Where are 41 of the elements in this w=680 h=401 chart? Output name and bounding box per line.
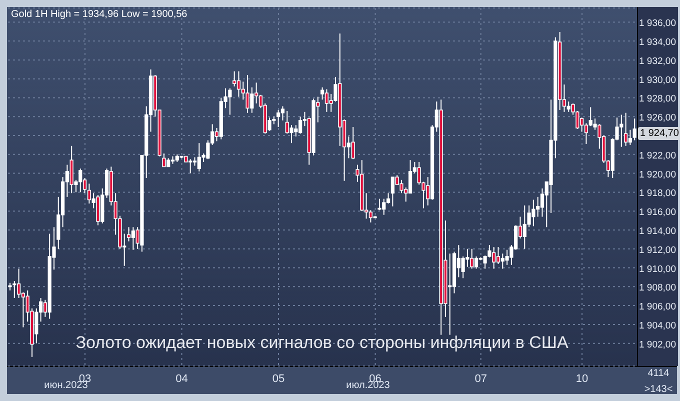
y-tick-label: 1 932,00	[639, 56, 676, 67]
candlestick	[624, 112, 628, 146]
y-tick-label: 1 920,00	[639, 169, 676, 180]
candlestick	[8, 282, 12, 291]
y-tick-label: 1 928,00	[639, 94, 676, 105]
y-tick-label: 1 934,00	[639, 37, 676, 48]
candlestick	[628, 129, 632, 146]
candlestick	[232, 70, 236, 87]
y-tick-label: 1 922,00	[639, 150, 676, 162]
x-tick-label: 05	[272, 372, 285, 385]
x-tick-label: 07	[474, 372, 487, 385]
y-tick-label: 1 930,00	[639, 74, 676, 86]
candlestick	[290, 124, 294, 144]
y-tick-label: 1 916,00	[639, 207, 676, 218]
x-tick-label: 10	[576, 372, 588, 385]
y-tick-label: 1 910,00	[639, 264, 676, 275]
text: июл.2023	[345, 380, 391, 391]
candlestick	[505, 249, 509, 266]
x-tick-label: 04	[176, 372, 188, 385]
y-tick-label: 1 918,00	[639, 188, 676, 200]
candlestick	[400, 179, 404, 194]
candlestick	[16, 268, 21, 298]
y-tick-label: 1 914,00	[639, 226, 676, 237]
candlestick	[280, 106, 285, 121]
y-tick-label: 1 936,00	[639, 18, 676, 30]
text: 1 924,70	[638, 126, 680, 140]
candlestick	[246, 74, 250, 114]
chart-title: Gold 1H High = 1934,96 Low = 1900,56	[11, 9, 188, 20]
text: 4114	[646, 368, 670, 379]
y-tick-label: 1 912,00	[639, 244, 676, 256]
y-tick-label: 1 906,00	[639, 302, 676, 313]
candlestick	[126, 226, 131, 242]
candlestick	[276, 110, 280, 128]
text: >143<	[643, 384, 674, 395]
candlestick	[236, 70, 241, 98]
y-tick-label: 1 904,00	[639, 320, 676, 332]
y-tick-label: 1 908,00	[639, 282, 676, 294]
y-tick-label: 1 902,00	[639, 339, 676, 350]
candlestick	[12, 280, 16, 298]
text: Золото ожидает новых сигналов со стороны инфляции в США	[74, 333, 570, 353]
y-tick-label: 1 926,00	[639, 112, 676, 124]
